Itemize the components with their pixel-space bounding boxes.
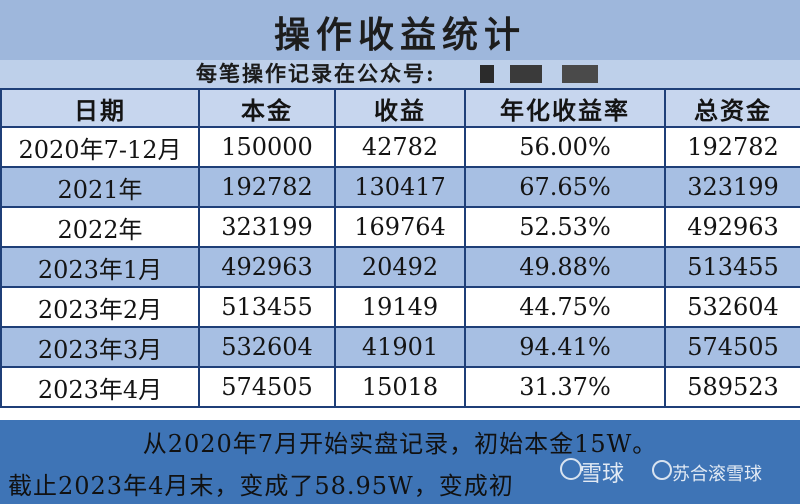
cell-date: 2023年3月 <box>0 326 200 368</box>
cell-date: 2020年7-12月 <box>0 126 200 168</box>
cell-annual-return: 94.41% <box>464 326 666 368</box>
table-row: 2023年2月 513455 19149 44.75% 532604 <box>0 286 800 328</box>
summary-end-note: 截止2023年4月末，变成了58.95W，变成初 <box>8 472 514 500</box>
cell-annual-return: 31.37% <box>464 366 666 408</box>
cell-principal: 574505 <box>198 366 336 408</box>
cell-total-funds: 532604 <box>664 286 800 328</box>
cell-principal: 532604 <box>198 326 336 368</box>
cell-principal: 492963 <box>198 246 336 288</box>
cell-date: 2023年2月 <box>0 286 200 328</box>
watermark-account-icon <box>652 460 672 480</box>
cell-date: 2021年 <box>0 166 200 208</box>
table-row: 2022年 323199 169764 52.53% 492963 <box>0 206 800 248</box>
column-header-profit: 收益 <box>334 88 466 128</box>
watermark-logo-icon <box>560 458 582 480</box>
cell-annual-return: 52.53% <box>464 206 666 248</box>
returns-table: 日期 本金 收益 年化收益率 总资金 2020年7-12月 150000 427… <box>0 88 800 408</box>
subtitle: 每笔操作记录在公众号: <box>196 61 436 86</box>
cell-annual-return: 67.65% <box>464 166 666 208</box>
table-row: 2023年3月 532604 41901 94.41% 574505 <box>0 326 800 368</box>
cell-total-funds: 589523 <box>664 366 800 408</box>
cell-profit: 19149 <box>334 286 466 328</box>
cell-total-funds: 323199 <box>664 166 800 208</box>
watermark-account-text: 苏合滚雪球 <box>672 464 762 485</box>
cell-profit: 20492 <box>334 246 466 288</box>
cell-annual-return: 49.88% <box>464 246 666 288</box>
page-title: 操作收益统计 <box>273 14 526 56</box>
cell-principal: 323199 <box>198 206 336 248</box>
cell-date: 2022年 <box>0 206 200 248</box>
column-header-annual-return: 年化收益率 <box>464 88 666 128</box>
table-row: 2021年 192782 130417 67.65% 323199 <box>0 166 800 208</box>
table-row: 2020年7-12月 150000 42782 56.00% 192782 <box>0 126 800 168</box>
cell-date: 2023年4月 <box>0 366 200 408</box>
title-bar: 操作收益统计 <box>0 0 800 62</box>
cell-profit: 41901 <box>334 326 466 368</box>
cell-total-funds: 192782 <box>664 126 800 168</box>
cell-total-funds: 574505 <box>664 326 800 368</box>
cell-principal: 150000 <box>198 126 336 168</box>
cell-total-funds: 513455 <box>664 246 800 288</box>
cell-annual-return: 44.75% <box>464 286 666 328</box>
column-header-principal: 本金 <box>198 88 336 128</box>
cell-date: 2023年1月 <box>0 246 200 288</box>
column-header-total-funds: 总资金 <box>664 88 800 128</box>
table-header-row: 日期 本金 收益 年化收益率 总资金 <box>0 88 800 128</box>
table-row: 2023年4月 574505 15018 31.37% 589523 <box>0 366 800 408</box>
redaction-block <box>480 65 494 83</box>
cell-profit: 169764 <box>334 206 466 248</box>
cell-principal: 513455 <box>198 286 336 328</box>
redaction-block <box>562 65 598 83</box>
cell-annual-return: 56.00% <box>464 126 666 168</box>
cell-total-funds: 492963 <box>664 206 800 248</box>
subtitle-bar: 每笔操作记录在公众号: <box>0 60 800 88</box>
column-header-date: 日期 <box>0 88 200 128</box>
table-row: 2023年1月 492963 20492 49.88% 513455 <box>0 246 800 288</box>
cell-profit: 42782 <box>334 126 466 168</box>
summary-start-note: 从2020年7月开始实盘记录，初始本金15W。 <box>142 430 658 458</box>
cell-profit: 130417 <box>334 166 466 208</box>
cell-principal: 192782 <box>198 166 336 208</box>
cell-profit: 15018 <box>334 366 466 408</box>
watermark-text: 雪球 <box>580 462 625 487</box>
redaction-block <box>510 65 542 83</box>
